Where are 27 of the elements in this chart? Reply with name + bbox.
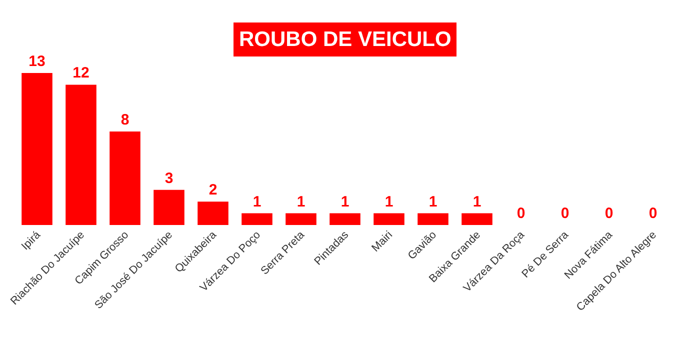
- bar: [22, 73, 52, 225]
- data-label: 0: [560, 205, 570, 222]
- bar: [66, 84, 96, 225]
- bar: [242, 213, 272, 225]
- data-label: 1: [340, 193, 350, 210]
- bar: [110, 131, 140, 225]
- bar: [418, 213, 448, 225]
- bar: [198, 202, 228, 225]
- bar: [462, 213, 492, 225]
- data-label: 3: [164, 170, 174, 187]
- data-label: 1: [428, 193, 438, 210]
- data-label: 8: [120, 111, 130, 128]
- data-label: 13: [28, 53, 46, 70]
- bar: [154, 190, 184, 225]
- data-label: 1: [472, 193, 482, 210]
- data-label: 1: [296, 193, 306, 210]
- bar: [330, 213, 360, 225]
- data-label: 0: [604, 205, 614, 222]
- data-label: 2: [208, 182, 218, 199]
- data-label: 1: [252, 193, 262, 210]
- data-label: 1: [384, 193, 394, 210]
- data-label: 0: [648, 205, 658, 222]
- chart-title: ROUBO DE VEICULO: [239, 28, 452, 51]
- data-label: 12: [72, 64, 90, 82]
- bar: [286, 213, 316, 225]
- data-label: 0: [516, 205, 526, 222]
- bar: [374, 213, 404, 225]
